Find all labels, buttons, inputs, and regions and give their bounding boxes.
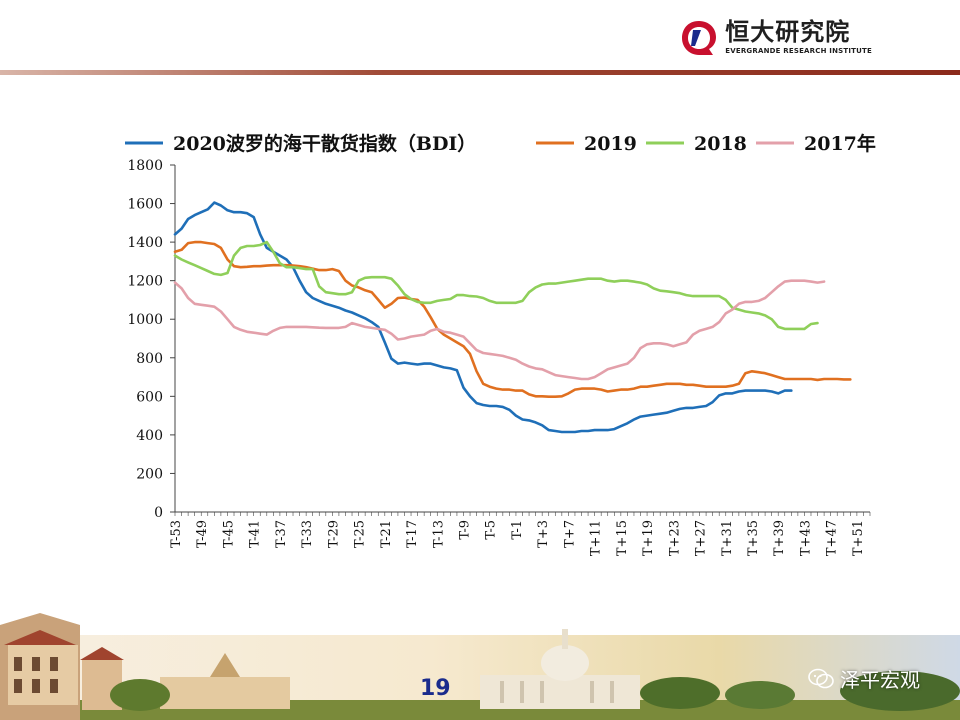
x-tick-label: T-1 xyxy=(510,520,525,540)
y-tick-label: 1200 xyxy=(127,274,163,290)
y-tick-label: 0 xyxy=(154,505,163,521)
x-tick-label: T-25 xyxy=(353,520,368,548)
x-tick-label: T-33 xyxy=(300,520,315,548)
x-tick-label: T-9 xyxy=(457,520,472,540)
logo-english-name: EVERGRANDE RESEARCH INSTITUTE xyxy=(725,47,872,55)
x-tick-label: T+15 xyxy=(615,520,630,556)
x-tick-label: T+51 xyxy=(851,520,866,556)
series-line-4 xyxy=(173,279,826,381)
bdi-line-chart: 0 200 400 600 800 1000 1200 1400 1600 1800 T-53 T-4… xyxy=(125,132,876,556)
x-tick-label: T+27 xyxy=(694,520,709,556)
evergrande-logo-icon xyxy=(682,21,717,55)
wechat-icon xyxy=(808,668,834,688)
x-tick-label: T+39 xyxy=(772,520,787,556)
legend-label-2: 2019 xyxy=(584,133,637,155)
y-tick-label: 1000 xyxy=(127,312,163,328)
series-line-1 xyxy=(173,201,793,434)
page-number: 19 xyxy=(420,676,451,701)
x-tick-label: T+43 xyxy=(798,520,813,556)
slide-header: 恒大研究院 EVERGRANDE RESEARCH INSTITUTE xyxy=(0,0,960,80)
x-tick-label: T-13 xyxy=(431,520,446,548)
logo-chinese-name: 恒大研究院 xyxy=(725,18,851,46)
x-tick-label: T+3 xyxy=(536,520,551,548)
footer-building-banner xyxy=(0,613,960,720)
wechat-watermark: 泽平宏观 xyxy=(808,664,920,693)
legend-label-3: 2018 xyxy=(694,133,747,155)
x-tick-label: T+11 xyxy=(589,520,604,556)
y-tick-label: 1600 xyxy=(127,197,163,213)
x-tick-label: T-37 xyxy=(274,520,289,548)
x-tick-label: T-53 xyxy=(169,520,184,548)
x-tick-label: T-49 xyxy=(195,520,210,548)
x-tick-label: T+23 xyxy=(667,520,682,556)
x-tick-label: T-21 xyxy=(379,520,394,548)
evergrande-logo: 恒大研究院 EVERGRANDE RESEARCH INSTITUTE xyxy=(679,18,872,58)
header-rule xyxy=(0,70,960,75)
y-tick-label: 200 xyxy=(136,466,163,482)
series-line-3 xyxy=(173,240,819,331)
series-line-2 xyxy=(173,240,852,398)
x-tick-label: T+47 xyxy=(825,520,840,556)
x-tick-label: T-45 xyxy=(221,520,236,548)
x-tick-label: T+19 xyxy=(641,520,656,556)
x-tick-label: T+7 xyxy=(562,520,577,548)
x-tick-label: T-41 xyxy=(248,520,263,548)
x-tick-label: T-17 xyxy=(405,520,420,548)
wechat-account-name: 泽平宏观 xyxy=(840,668,920,692)
x-tick-label: T+31 xyxy=(720,520,735,556)
y-tick-label: 400 xyxy=(136,428,163,444)
legend-label-4: 2017年 xyxy=(804,132,876,155)
y-tick-label: 800 xyxy=(136,351,163,367)
legend-label-1: 2020波罗的海干散货指数（BDI） xyxy=(173,132,476,155)
x-tick-label: T-5 xyxy=(484,520,499,540)
y-tick-label: 600 xyxy=(136,389,163,405)
y-tick-label: 1400 xyxy=(127,235,163,251)
y-tick-label: 1800 xyxy=(127,158,163,174)
x-tick-label: T+35 xyxy=(746,520,761,556)
x-tick-label: T-29 xyxy=(326,520,341,548)
